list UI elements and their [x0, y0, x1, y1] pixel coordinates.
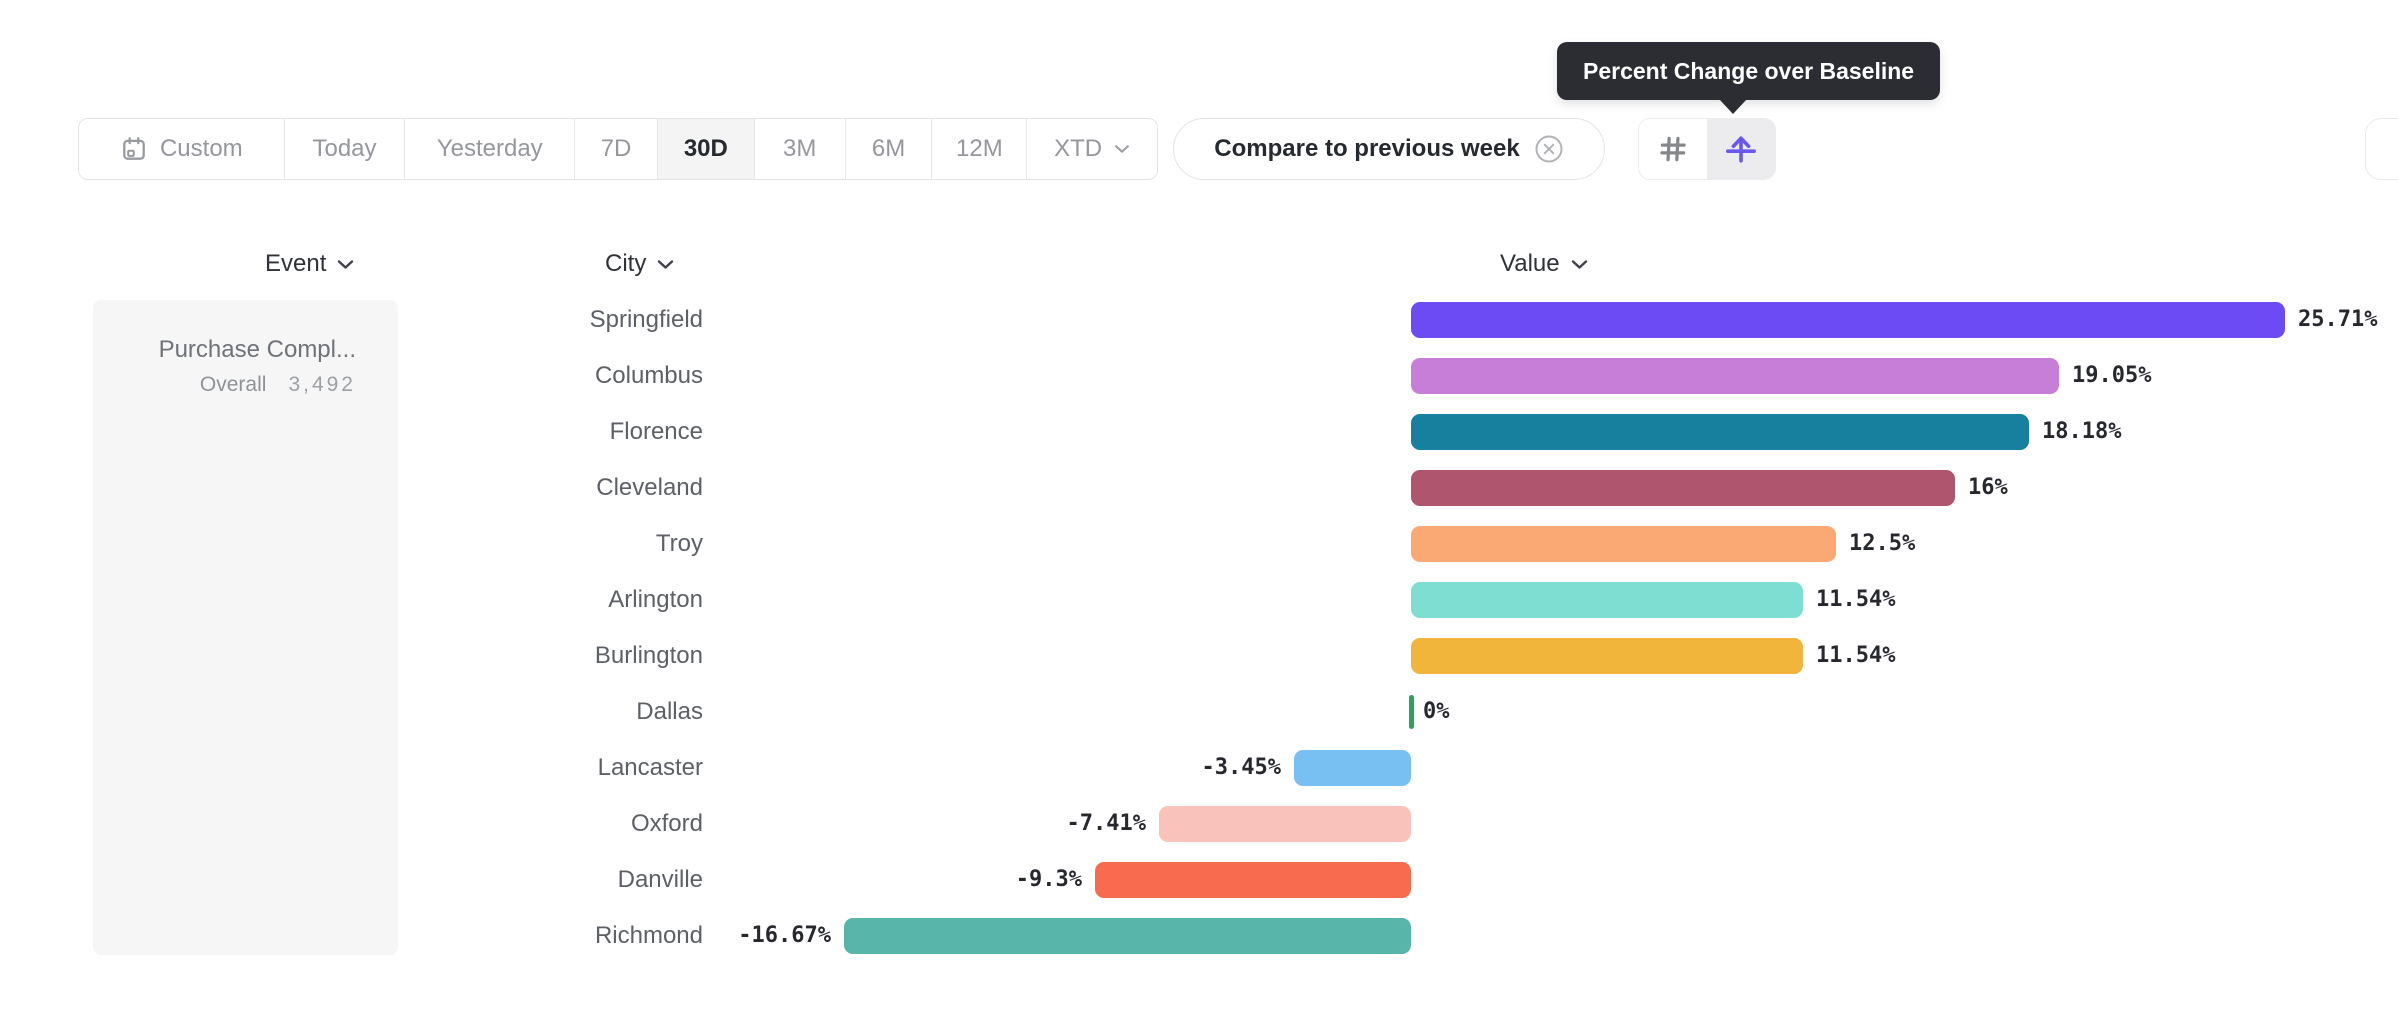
chart-row-troy: Troy 12.5% [0, 516, 2398, 572]
date-range-yesterday[interactable]: Yesterday [405, 119, 576, 179]
value-label: 11.54% [1816, 587, 1896, 612]
bar-richmond[interactable] [844, 918, 1411, 954]
value-label: -9.3% [1015, 867, 1082, 892]
chevron-down-icon [658, 259, 674, 269]
city-label: Dallas [636, 698, 703, 725]
chart-row-springfield: Springfield 25.71% [0, 292, 2398, 348]
date-range-7d[interactable]: 7D [575, 119, 658, 179]
date-range-label: 6M [871, 135, 906, 162]
value-label: 12.5% [1849, 531, 1916, 556]
tooltip-text: Percent Change over Baseline [1583, 57, 1915, 84]
date-range-30d[interactable]: 30D [657, 119, 755, 179]
date-range-6m[interactable]: 6M [845, 119, 933, 179]
chevron-down-icon [338, 259, 354, 269]
value-label: 16% [1968, 475, 2008, 500]
bar-cleveland[interactable] [1411, 470, 1955, 506]
value-label: -3.45% [1201, 755, 1281, 780]
city-label: Cleveland [596, 474, 703, 501]
bar-chart: Springfield 25.71% Columbus 19.05% Florence 1… [0, 292, 2398, 964]
column-header-value-label: Value [1500, 250, 1560, 277]
city-label: Arlington [608, 586, 703, 613]
clipped-edge-button[interactable] [2365, 118, 2398, 180]
date-range-label: Custom [159, 135, 243, 162]
chevron-down-icon [1571, 259, 1587, 269]
value-label: 11.54% [1816, 643, 1896, 668]
bar-burlington[interactable] [1411, 638, 1803, 674]
tooltip-caret [1719, 99, 1747, 114]
bar-dallas[interactable] [1409, 695, 1414, 729]
chart-row-arlington: Arlington 11.54% [0, 572, 2398, 628]
comparison-label: Compare to previous week [1214, 135, 1520, 162]
date-range-label: 30D [683, 135, 728, 162]
chart-row-cleveland: Cleveland 16% [0, 460, 2398, 516]
date-range-label: 3M [783, 135, 817, 162]
value-label: 25.71% [2298, 307, 2378, 332]
event-card[interactable]: Purchase Compl... Overall 3,492 [93, 300, 398, 955]
date-range-label: 7D [600, 135, 632, 162]
hash-icon [1660, 136, 1686, 162]
date-range-label: Today [312, 135, 377, 162]
city-label: Troy [655, 530, 703, 557]
baseline-arrow-icon [1726, 136, 1756, 163]
bar-danville[interactable] [1095, 862, 1411, 898]
bar-columbus[interactable] [1411, 358, 2059, 394]
calendar-icon [123, 137, 145, 160]
chevron-down-icon [1115, 145, 1130, 153]
value-label: 18.18% [2042, 419, 2122, 444]
chart-row-oxford: Oxford -7.41% [0, 796, 2398, 852]
date-range-custom[interactable]: Custom [79, 119, 285, 179]
bar-oxford[interactable] [1159, 806, 1411, 842]
event-overall-label: Overall [199, 373, 267, 396]
date-range-label: XTD [1054, 135, 1103, 162]
date-range-control: Custom Today Yesterday 7D 30D 3M 6M 12M XTD [78, 118, 1158, 180]
date-range-label: 12M [956, 135, 1003, 162]
city-label: Richmond [594, 922, 703, 949]
column-header-city-label: City [605, 250, 647, 277]
bar-troy[interactable] [1411, 526, 1836, 562]
event-overall-value: 3,492 [288, 373, 356, 396]
chart-row-dallas: Dallas 0% [0, 684, 2398, 740]
value-label: 0% [1423, 699, 1450, 724]
chart-row-columbus: Columbus 19.05% [0, 348, 2398, 404]
date-range-12m[interactable]: 12M [932, 119, 1028, 179]
value-label: -16.67% [738, 923, 831, 948]
date-range-label: Yesterday [436, 135, 543, 162]
tooltip-percent-change-over-baseline: Percent Change over Baseline [1557, 42, 1941, 114]
chart-row-lancaster: Lancaster -3.45% [0, 740, 2398, 796]
value-label: -7.41% [1066, 811, 1146, 836]
bar-florence[interactable] [1411, 414, 2029, 450]
city-label: Oxford [630, 810, 703, 837]
city-label: Lancaster [597, 754, 703, 781]
city-label: Columbus [594, 362, 703, 389]
city-label: Danville [617, 866, 703, 893]
city-label: Burlington [594, 642, 703, 669]
date-range-3m[interactable]: 3M [754, 119, 846, 179]
column-header-value[interactable]: Value [1500, 248, 1588, 280]
value-label: 19.05% [2072, 363, 2152, 388]
chart-row-florence: Florence 18.18% [0, 404, 2398, 460]
bar-arlington[interactable] [1411, 582, 1803, 618]
column-header-city[interactable]: City [605, 248, 674, 280]
chart-row-burlington: Burlington 11.54% [0, 628, 2398, 684]
event-card-title: Purchase Compl... [158, 336, 356, 363]
city-label: Florence [609, 418, 703, 445]
chart-row-richmond: Richmond -16.67% [0, 908, 2398, 964]
comparison-pill[interactable]: Compare to previous week [1173, 118, 1605, 180]
column-header-event-label: Event [265, 250, 327, 277]
chart-row-danville: Danville -9.3% [0, 852, 2398, 908]
circle-x-icon[interactable] [1534, 134, 1564, 164]
percent-change-baseline-button[interactable] [1707, 119, 1775, 179]
view-toggle-group [1638, 118, 1776, 180]
bar-springfield[interactable] [1411, 302, 2285, 338]
date-range-xtd[interactable]: XTD [1027, 119, 1157, 179]
grid-view-button[interactable] [1639, 119, 1707, 179]
column-header-event[interactable]: Event [265, 248, 354, 280]
bar-lancaster[interactable] [1294, 750, 1411, 786]
city-label: Springfield [589, 306, 703, 333]
date-range-today[interactable]: Today [284, 119, 406, 179]
